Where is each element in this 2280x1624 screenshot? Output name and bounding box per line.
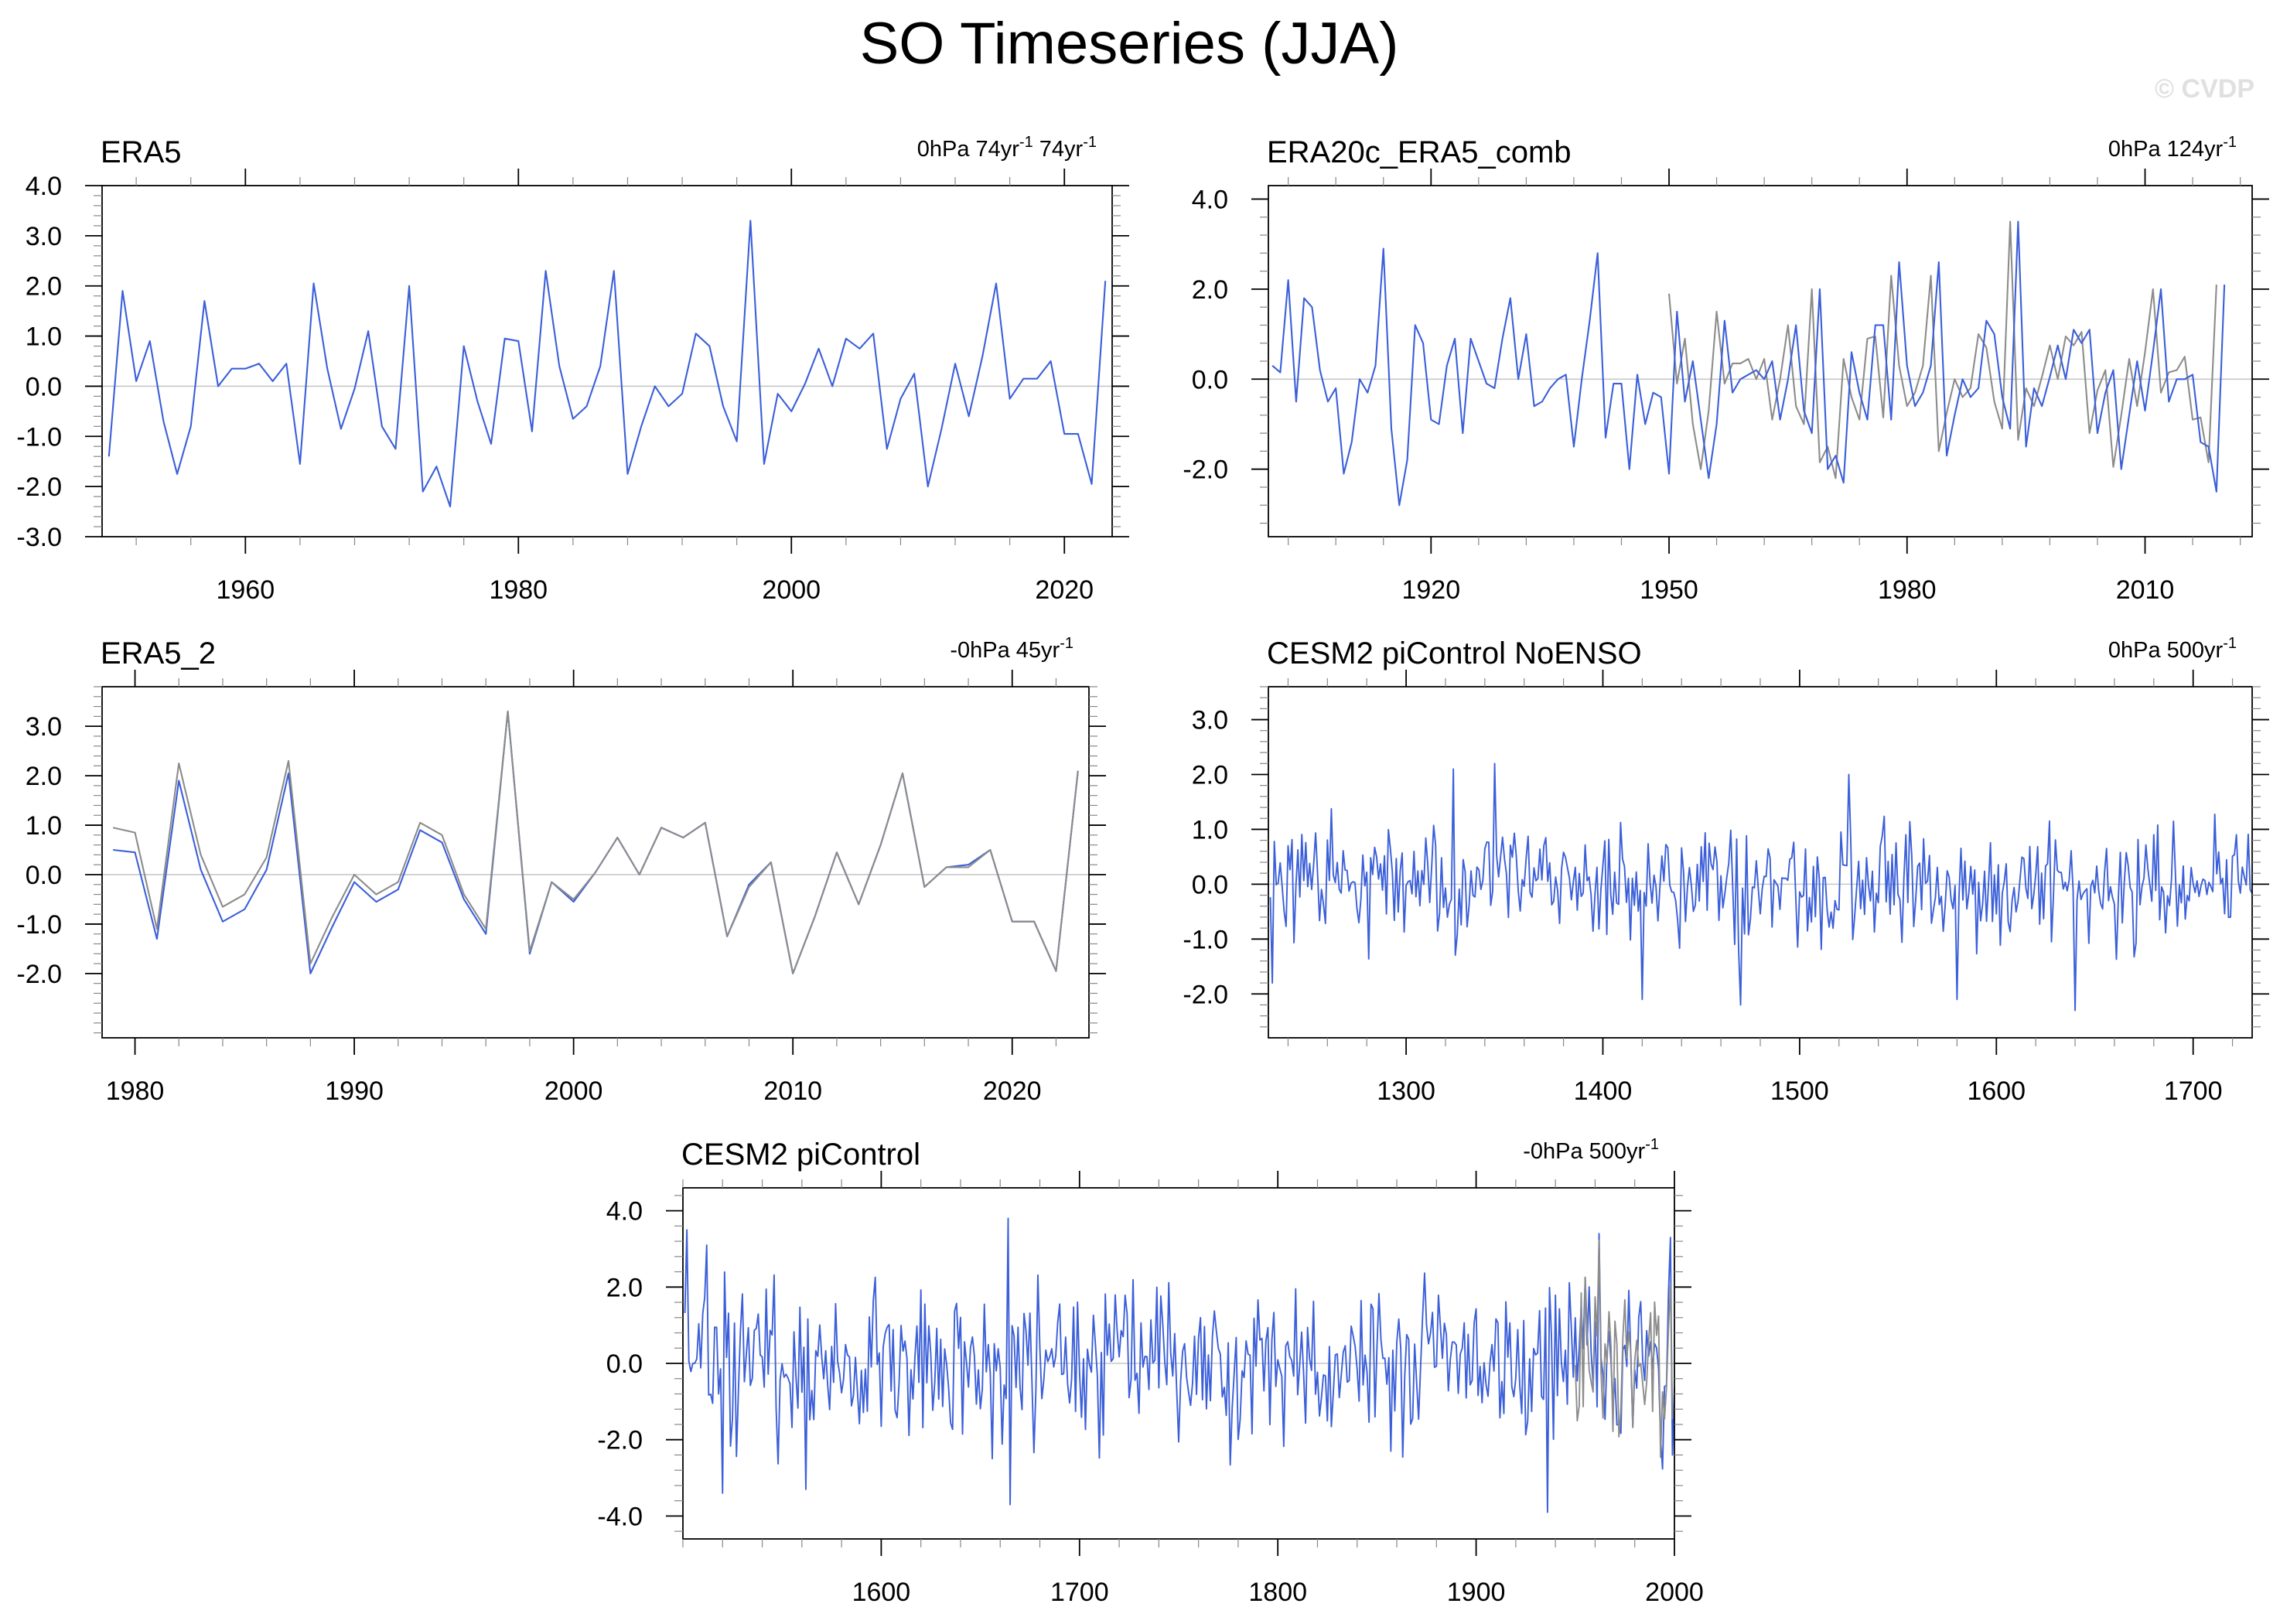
watermark: © CVDP [2155,74,2254,104]
series-line-0 [1667,220,2217,479]
y-tick-label: 0.0 [26,372,62,401]
x-tick-label: 2020 [983,1076,1042,1106]
panel-cesm2: CESM2 piControl -0hPa 500yr-1 -4.0 -2.0 0.0 2… [597,1136,1703,1607]
x-tick-label: 1990 [325,1076,384,1106]
panels: ERA5 0hPa 74yr-1 74yr-1 -3.0 -2.0 -1.0 0.0 1.0… [16,134,2269,1607]
y-tick-label: 4.0 [26,172,62,201]
panel-annotation: -0hPa 45yr-1 [950,635,1073,663]
x-tick-label: 1300 [1377,1076,1435,1106]
plot-frame [1268,686,2253,1039]
y-tick-label: 3.0 [26,712,62,742]
series-line-0 [1269,763,2253,1012]
y-tick-label: 1.0 [1192,815,1228,844]
y-tick-label: -2.0 [16,960,62,989]
panel-era5: ERA5 0hPa 74yr-1 74yr-1 -3.0 -2.0 -1.0 0.0 1.0… [16,134,1129,605]
y-tick-label: -2.0 [16,473,62,502]
x-tick-label: 1600 [852,1578,911,1607]
plot-frame [101,686,1090,1039]
x-tick-label: 2000 [762,575,821,605]
series-line-0 [113,710,1079,974]
series-line-1 [1271,220,2226,507]
y-tick-label: 0.0 [606,1349,643,1379]
x-tick-label: 2010 [763,1076,822,1106]
x-tick-label: 1980 [106,1076,165,1106]
y-tick-label: 0.0 [1192,365,1228,394]
x-tick-label: 1700 [1050,1578,1109,1607]
y-tick-label: -3.0 [16,523,62,552]
y-tick-label: 0.0 [26,861,62,890]
panel-annotation: -0hPa 500yr-1 [1523,1136,1659,1164]
y-tick-label: 3.0 [26,222,62,251]
x-tick-label: 2000 [1645,1578,1704,1607]
y-tick-label: -2.0 [1183,455,1228,485]
y-tick-label: 4.0 [1192,185,1228,214]
y-tick-label: 1.0 [26,811,62,841]
y-tick-label: -1.0 [16,422,62,452]
y-tick-label: 2.0 [606,1273,643,1302]
y-tick-label: -4.0 [597,1502,643,1531]
panel-era20c: ERA20c_ERA5_comb 0hPa 124yr-1 -2.0 0.0 2.0 4.… [1183,134,2269,605]
y-tick-label: 2.0 [1192,761,1228,790]
x-tick-label: 1960 [216,575,275,605]
panel-era5_2: ERA5_2 -0hPa 45yr-1 -2.0 -1.0 0.0 1.0 2.0 3.0 19… [16,635,1106,1106]
panel-title: CESM2 piControl NoENSO [1267,636,1642,670]
plot-frame [101,185,1113,537]
y-tick-label: 2.0 [1192,275,1228,305]
x-tick-label: 1980 [489,575,548,605]
x-tick-label: 1900 [1447,1578,1506,1607]
plot-frame [1268,185,2253,537]
x-tick-label: 2020 [1035,575,1094,605]
y-tick-label: -2.0 [597,1426,643,1455]
y-tick-label: -1.0 [1183,925,1228,954]
y-tick-label: -1.0 [16,910,62,940]
y-tick-label: 1.0 [26,322,62,352]
y-tick-label: 2.0 [26,762,62,791]
x-tick-label: 1400 [1574,1076,1633,1106]
x-tick-label: 2000 [544,1076,603,1106]
x-tick-label: 1980 [1878,575,1937,605]
y-tick-label: 3.0 [1192,706,1228,735]
figure-title: SO Timeseries (JJA) [860,11,1399,77]
panel-annotation: 0hPa 74yr-1 74yr-1 [917,134,1097,162]
y-tick-label: 2.0 [26,272,62,302]
x-tick-label: 2010 [2116,575,2175,605]
x-tick-label: 1500 [1770,1076,1829,1106]
x-tick-label: 1800 [1248,1578,1307,1607]
panel-title: CESM2 piControl [681,1138,920,1172]
panel-title: ERA20c_ERA5_comb [1267,135,1572,169]
series-line-1 [112,710,1079,974]
x-tick-label: 1920 [1401,575,1460,605]
y-tick-label: 0.0 [1192,870,1228,899]
x-tick-label: 1600 [1967,1076,2026,1106]
y-tick-label: -2.0 [1183,980,1228,1009]
series-line-0 [684,1217,1675,1513]
x-tick-label: 1950 [1640,575,1698,605]
panel-title: ERA5 [101,135,182,169]
panel-title: ERA5_2 [101,636,216,670]
series-line-1 [1574,1239,1674,1459]
panel-annotation: 0hPa 124yr-1 [2108,134,2237,162]
series-line-0 [108,220,1107,508]
x-tick-label: 1700 [2164,1076,2223,1106]
panel-annotation: 0hPa 500yr-1 [2108,635,2237,663]
y-tick-label: 4.0 [606,1197,643,1227]
panel-cesm2_noenso: CESM2 piControl NoENSO 0hPa 500yr-1 -2.0 -1… [1183,635,2269,1106]
